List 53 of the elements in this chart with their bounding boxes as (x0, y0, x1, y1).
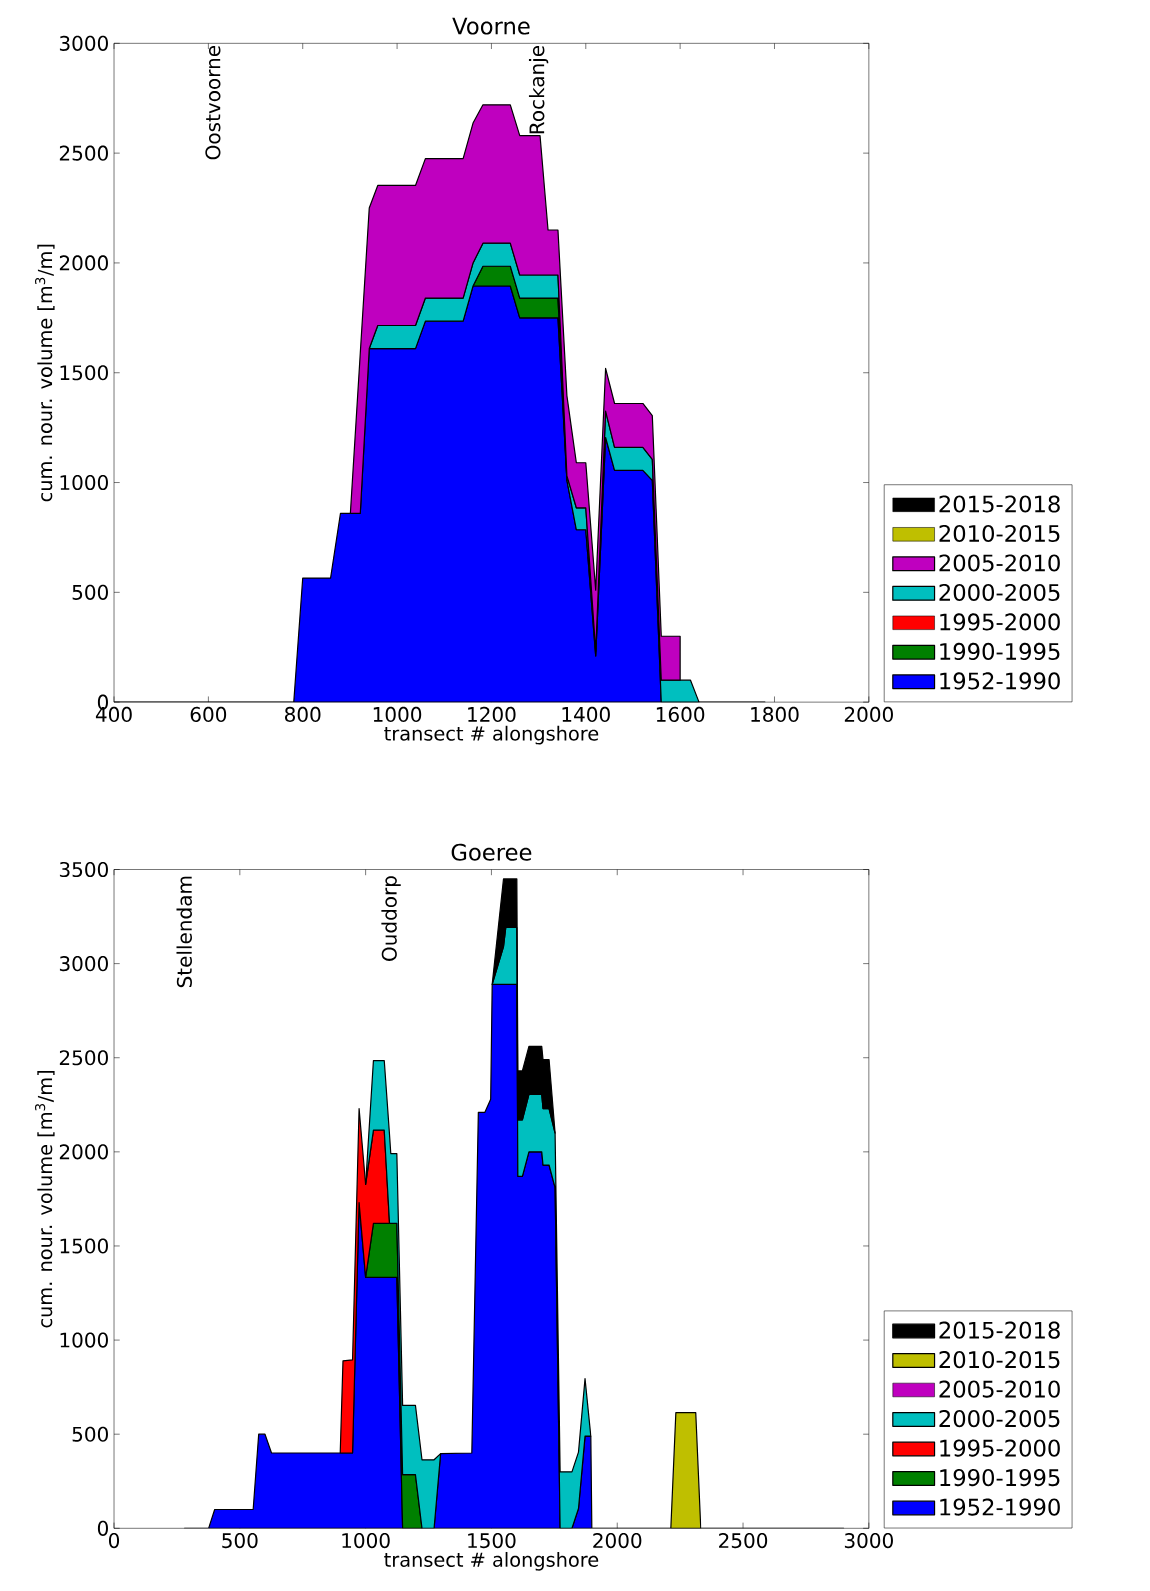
legend-label: 1952-1990 (940, 672, 1061, 690)
annotation: Ouddorp (381, 876, 401, 961)
x-tick-label: 3000 (845, 1533, 894, 1549)
chart-title: Goeree (451, 843, 532, 861)
y-tick-label: 2000 (60, 255, 109, 271)
legend-label: 1995-2000 (940, 1439, 1061, 1457)
legend-label: 1990-1995 (940, 1469, 1060, 1487)
x-tick-label: 1000 (342, 1533, 390, 1549)
x-tick-label: 500 (222, 1533, 258, 1549)
legend-label: 2000-2005 (939, 1410, 1060, 1428)
legend-label: 2005-2010 (939, 554, 1061, 572)
x-tick-label: 2500 (719, 1533, 768, 1549)
legend-label: 2015-2018 (939, 495, 1061, 513)
x-tick-label: 2000 (845, 706, 894, 722)
annotation: Stellendam (176, 876, 193, 988)
y-axis-title: cum. nour. volume [m$^{3}$/m] (35, 244, 55, 502)
x-tick-label: 1800 (751, 706, 799, 722)
x-tick-label: 1500 (468, 1533, 516, 1549)
x-tick-label: 1000 (374, 706, 422, 722)
y-tick-label: 1500 (60, 1238, 109, 1254)
x-tick-label: 1400 (562, 706, 611, 722)
y-axis-title: cum. nour. volume [m$^{3}$/m] (35, 1070, 55, 1328)
y-tick-label: 1000 (60, 1332, 109, 1348)
y-tick-label: 0 (98, 1520, 109, 1536)
x-tick-label: 1600 (657, 706, 705, 722)
x-axis-title: transect # alongshore (384, 725, 599, 745)
x-tick-label: 2000 (593, 1533, 642, 1549)
y-tick-label: 500 (72, 1426, 109, 1442)
x-tick-label: 1200 (468, 706, 516, 722)
y-tick-label: 2000 (60, 1144, 109, 1160)
x-axis-title: transect # alongshore (384, 1551, 599, 1571)
annotation: Rockanje (529, 45, 549, 134)
legend-label: 1990-1995 (940, 642, 1060, 661)
x-tick-label: 600 (190, 706, 227, 722)
legend-label: 2000-2005 (939, 583, 1060, 602)
y-tick-label: 1000 (60, 474, 109, 491)
x-tick-label: 800 (285, 706, 321, 722)
legend-label: 1952-1990 (940, 1498, 1061, 1516)
y-tick-label: 3500 (60, 861, 109, 878)
x-tick-label: 0 (109, 1533, 120, 1549)
y-tick-label: 3000 (60, 35, 109, 51)
y-tick-label: 1500 (60, 365, 109, 381)
y-tick-label: 2500 (60, 145, 109, 161)
chart-title: Voorne (452, 17, 530, 35)
legend-label: 1995-2000 (940, 613, 1061, 631)
legend-label: 2010-2015 (939, 524, 1060, 543)
legend-label: 2010-2015 (939, 1351, 1060, 1369)
annotation: Oostvoorne (205, 45, 221, 160)
y-tick-label: 3000 (60, 956, 109, 972)
legend-label: 2015-2018 (939, 1321, 1061, 1339)
y-tick-label: 500 (72, 584, 109, 600)
legend-label: 2005-2010 (939, 1380, 1061, 1398)
y-tick-label: 2500 (60, 1050, 109, 1066)
